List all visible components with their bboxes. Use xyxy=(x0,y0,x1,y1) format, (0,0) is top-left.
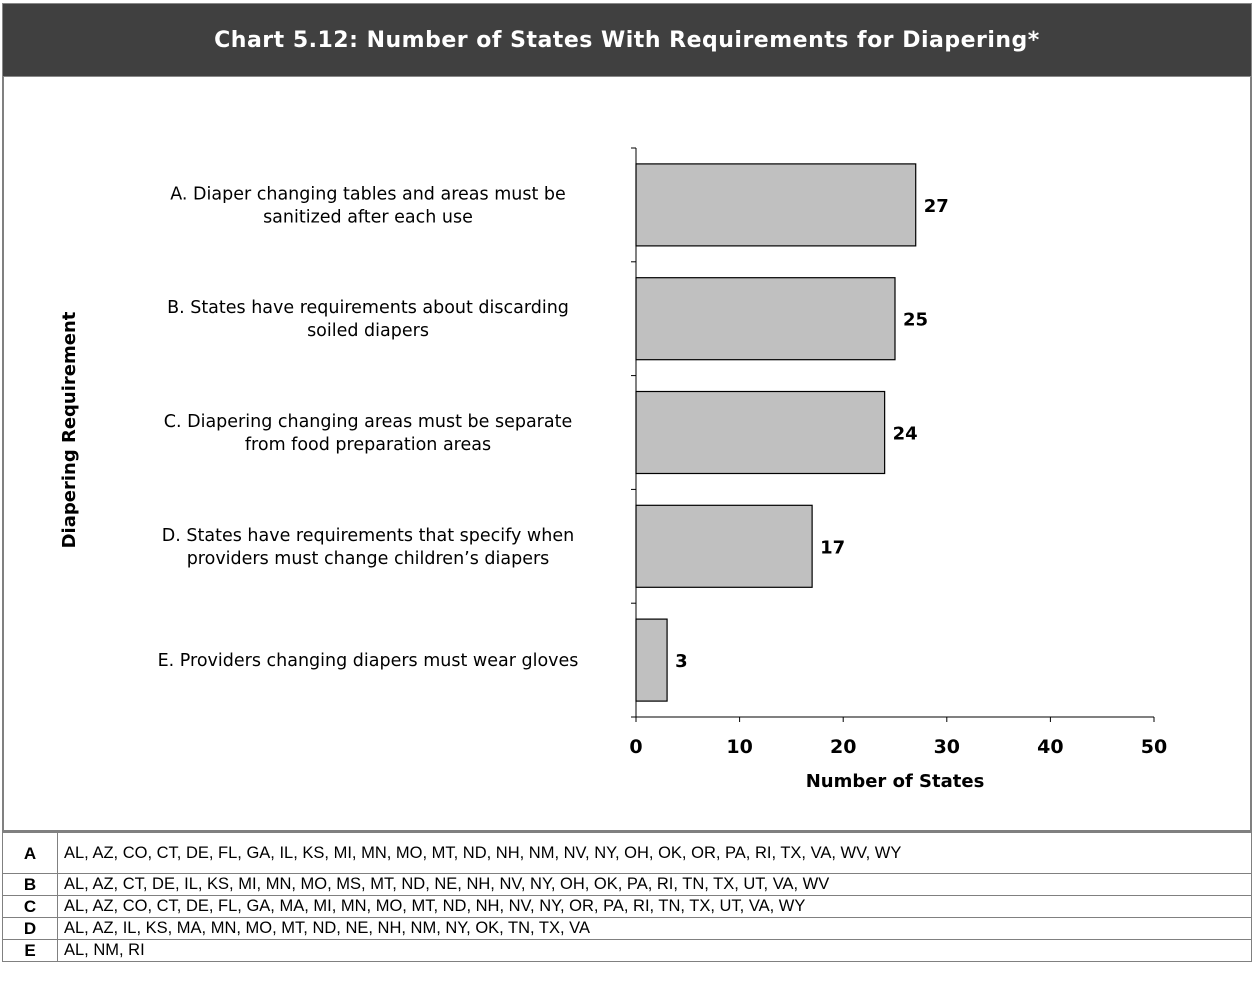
row-key: B xyxy=(2,873,58,896)
row-states: AL, AZ, IL, KS, MA, MN, MO, MT, ND, NE, … xyxy=(57,917,1252,940)
x-tick-label: 20 xyxy=(830,736,856,758)
states-table: A AL, AZ, CO, CT, DE, FL, GA, IL, KS, MI… xyxy=(2,832,1252,962)
row-key: E xyxy=(2,939,58,962)
y-axis-title: Diapering Requirement xyxy=(59,311,80,548)
category-label: soiled diapers xyxy=(307,321,429,341)
row-states: AL, AZ, CO, CT, DE, FL, GA, IL, KS, MI, … xyxy=(57,832,1252,874)
x-tick-label: 10 xyxy=(726,736,752,758)
category-label: D. States have requirements that specify… xyxy=(162,526,574,546)
bar-chart: 27 A. Diaper changing tables and areas mu… xyxy=(59,147,1167,792)
x-tick-label: 30 xyxy=(934,736,960,758)
category-label: A. Diaper changing tables and areas must… xyxy=(170,184,566,204)
data-label: 24 xyxy=(893,424,918,445)
table-row: E AL, NM, RI xyxy=(2,939,1252,962)
row-states: AL, NM, RI xyxy=(57,939,1252,962)
category-label: C. Diapering changing areas must be sepa… xyxy=(164,412,572,432)
bar xyxy=(635,277,896,361)
category-label: E. Providers changing diapers must wear … xyxy=(158,651,579,671)
row-states: AL, AZ, CT, DE, IL, KS, MI, MN, MO, MS, … xyxy=(57,873,1252,896)
data-label: 27 xyxy=(924,196,949,217)
bar xyxy=(635,618,668,702)
bar xyxy=(635,163,917,247)
row-key: A xyxy=(2,832,58,874)
table-row: C AL, AZ, CO, CT, DE, FL, GA, MA, MI, MN… xyxy=(2,895,1252,918)
x-axis-title: Number of States xyxy=(806,771,985,792)
table-row: B AL, AZ, CT, DE, IL, KS, MI, MN, MO, MS… xyxy=(2,873,1252,896)
row-states: AL, AZ, CO, CT, DE, FL, GA, MA, MI, MN, … xyxy=(57,895,1252,918)
x-tick-label: 40 xyxy=(1037,736,1063,758)
category-label: B. States have requirements about discar… xyxy=(167,298,569,318)
data-label: 25 xyxy=(903,310,928,331)
bar xyxy=(635,390,886,475)
x-tick-label: 50 xyxy=(1141,736,1167,758)
category-label: sanitized after each use xyxy=(263,207,473,227)
table-row: A AL, AZ, CO, CT, DE, FL, GA, IL, KS, MI… xyxy=(2,832,1252,874)
table-row: D AL, AZ, IL, KS, MA, MN, MO, MT, ND, NE… xyxy=(2,917,1252,940)
x-tick-label: 0 xyxy=(629,736,642,758)
row-key: D xyxy=(2,917,58,940)
data-label: 17 xyxy=(820,537,845,558)
row-key: C xyxy=(2,895,58,918)
category-label: from food preparation areas xyxy=(245,435,491,455)
chart-title: Chart 5.12: Number of States With Requir… xyxy=(2,3,1252,77)
category-label: providers must change children’s diapers xyxy=(187,549,550,569)
chart-area: 27 A. Diaper changing tables and areas mu… xyxy=(2,77,1252,832)
bar xyxy=(635,504,813,588)
data-label: 3 xyxy=(675,651,688,672)
